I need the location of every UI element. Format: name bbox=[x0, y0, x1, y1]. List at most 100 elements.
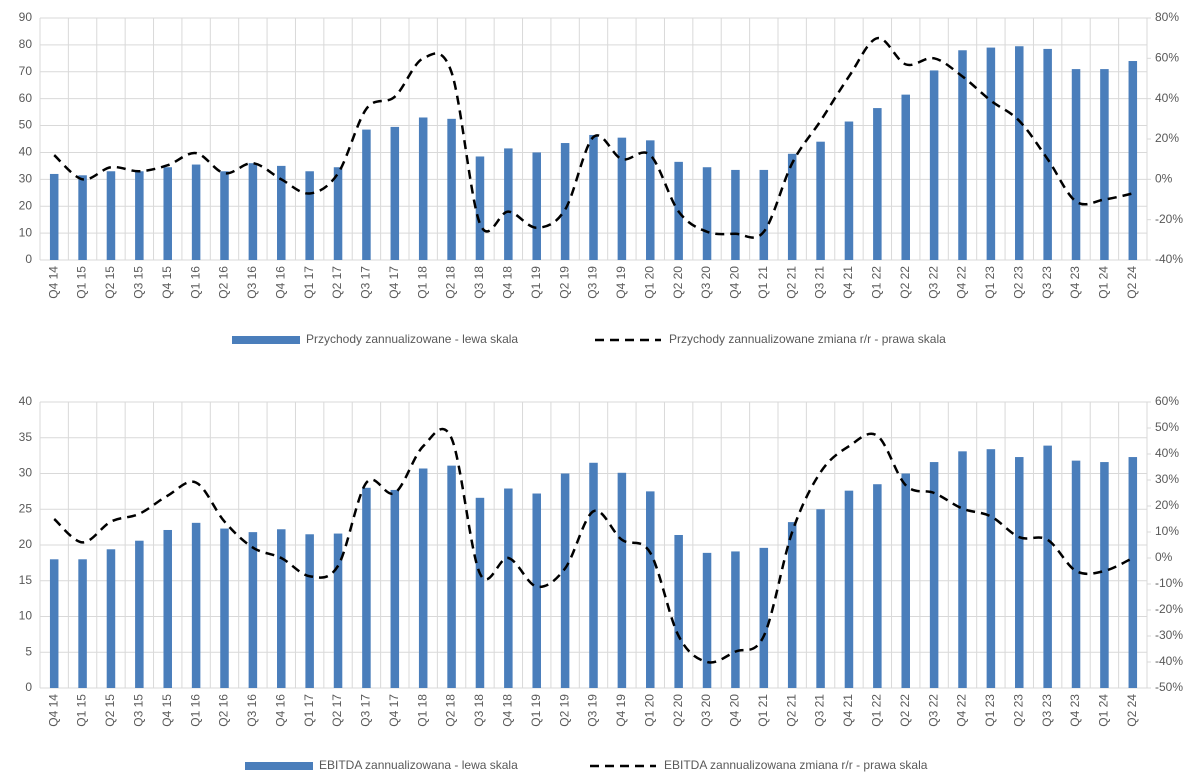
x-tick-label: Q1 22 bbox=[870, 266, 884, 299]
bar bbox=[333, 167, 343, 260]
bar bbox=[333, 533, 343, 688]
bar bbox=[731, 169, 740, 260]
bar bbox=[816, 509, 825, 688]
bar bbox=[390, 489, 400, 688]
bar bbox=[447, 465, 456, 688]
x-tick-label: Q3 16 bbox=[245, 694, 259, 727]
x-tick-label: Q3 19 bbox=[586, 694, 600, 727]
bar bbox=[787, 522, 797, 688]
x-tick-label: Q4 14 bbox=[46, 266, 60, 299]
y2-tick-label: -30% bbox=[1155, 628, 1183, 642]
bar bbox=[901, 94, 910, 260]
bar bbox=[958, 50, 967, 261]
y-tick-label: 40 bbox=[19, 394, 33, 408]
x-tick-label: Q3 23 bbox=[1040, 694, 1054, 727]
bar bbox=[1071, 460, 1081, 688]
x-tick-label: Q2 19 bbox=[557, 694, 571, 727]
x-tick-label: Q1 15 bbox=[75, 266, 89, 299]
x-tick-label: Q4 17 bbox=[387, 694, 401, 727]
y2-tick-label: 60% bbox=[1155, 394, 1179, 408]
y2-tick-label: -40% bbox=[1155, 654, 1183, 668]
x-tick-label: Q3 20 bbox=[699, 694, 713, 727]
x-tick-label: Q3 15 bbox=[132, 694, 146, 727]
x-tick-label: Q1 17 bbox=[302, 694, 316, 727]
x-tick-label: Q3 23 bbox=[1040, 266, 1054, 299]
bar bbox=[929, 70, 939, 260]
bar bbox=[901, 473, 910, 688]
x-tick-label: Q2 18 bbox=[444, 266, 458, 299]
bar bbox=[277, 529, 286, 688]
x-tick-label: Q3 16 bbox=[245, 266, 259, 299]
x-tick-label: Q4 22 bbox=[955, 266, 969, 299]
y-tick-label: 80 bbox=[19, 37, 33, 51]
bar bbox=[560, 143, 570, 260]
y2-tick-label: -20% bbox=[1155, 212, 1183, 226]
x-tick-label: Q4 16 bbox=[273, 694, 287, 727]
legend-swatch bbox=[232, 336, 300, 344]
bar bbox=[191, 164, 201, 260]
y2-tick-label: 10% bbox=[1155, 524, 1179, 538]
x-tick-label: Q2 17 bbox=[330, 266, 344, 299]
bar bbox=[475, 156, 485, 260]
bar bbox=[844, 121, 854, 261]
x-tick-label: Q3 17 bbox=[359, 266, 373, 299]
bar bbox=[702, 167, 712, 260]
x-tick-label: Q1 20 bbox=[642, 266, 656, 299]
x-tick-label: Q3 21 bbox=[813, 694, 827, 727]
bar bbox=[362, 487, 371, 688]
y2-tick-label: 50% bbox=[1155, 420, 1179, 434]
x-tick-label: Q3 22 bbox=[926, 266, 940, 299]
x-tick-label: Q1 19 bbox=[529, 266, 543, 299]
x-tick-label: Q2 18 bbox=[444, 694, 458, 727]
x-tick-label: Q3 21 bbox=[813, 266, 827, 299]
y2-tick-label: 30% bbox=[1155, 472, 1179, 486]
bar bbox=[1043, 445, 1052, 688]
bar bbox=[589, 462, 598, 688]
x-tick-label: Q4 17 bbox=[387, 266, 401, 299]
x-tick-label: Q1 24 bbox=[1097, 266, 1111, 299]
x-tick-label: Q1 19 bbox=[529, 694, 543, 727]
x-tick-label: Q2 16 bbox=[217, 694, 231, 727]
x-tick-label: Q4 18 bbox=[501, 266, 515, 299]
x-tick-label: Q4 18 bbox=[501, 694, 515, 727]
x-tick-label: Q4 14 bbox=[46, 694, 60, 727]
bar bbox=[1128, 457, 1138, 688]
bar bbox=[844, 490, 854, 688]
x-tick-label: Q1 22 bbox=[870, 694, 884, 727]
y-tick-label: 25 bbox=[19, 501, 33, 515]
bar bbox=[220, 528, 229, 688]
bar bbox=[1015, 46, 1024, 260]
bar bbox=[674, 161, 683, 260]
x-tick-label: Q1 23 bbox=[983, 694, 997, 727]
x-tick-label: Q4 15 bbox=[160, 266, 174, 299]
x-tick-label: Q2 16 bbox=[217, 266, 231, 299]
bar bbox=[958, 451, 967, 688]
y-tick-label: 20 bbox=[19, 537, 33, 551]
legend-label: EBITDA zannualizowana - lewa skala bbox=[319, 758, 518, 772]
x-tick-label: Q2 22 bbox=[898, 266, 912, 299]
bar bbox=[418, 117, 428, 260]
bar bbox=[305, 171, 314, 260]
bar bbox=[248, 532, 258, 688]
bar bbox=[1128, 61, 1138, 261]
bar bbox=[759, 169, 769, 260]
x-tick-label: Q2 21 bbox=[784, 694, 798, 727]
x-tick-label: Q1 17 bbox=[302, 266, 316, 299]
y-tick-label: 0 bbox=[25, 680, 32, 694]
bar bbox=[504, 488, 513, 688]
bar bbox=[759, 547, 769, 688]
x-tick-label: Q2 15 bbox=[103, 266, 117, 299]
x-tick-label: Q2 15 bbox=[103, 694, 117, 727]
bar bbox=[873, 484, 882, 688]
y-tick-label: 5 bbox=[25, 644, 32, 658]
x-tick-label: Q2 24 bbox=[1125, 694, 1139, 727]
x-tick-label: Q2 17 bbox=[330, 694, 344, 727]
bar bbox=[929, 462, 939, 688]
bar bbox=[49, 173, 59, 260]
bar bbox=[106, 549, 116, 688]
legend-swatch bbox=[245, 762, 313, 770]
bar bbox=[277, 165, 286, 260]
bar bbox=[1043, 48, 1052, 260]
x-tick-label: Q1 20 bbox=[642, 694, 656, 727]
